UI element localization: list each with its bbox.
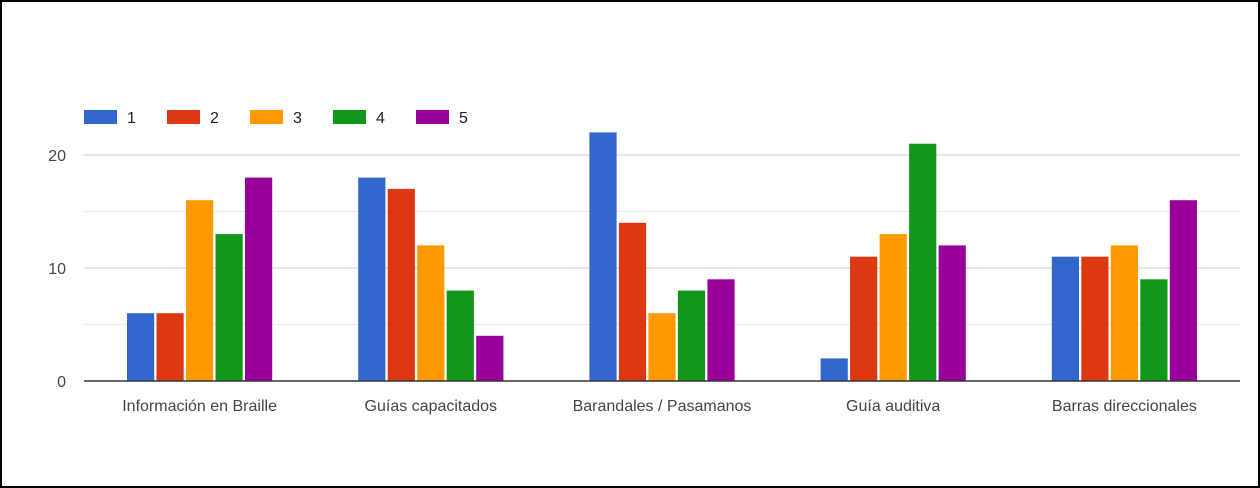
legend-label-4: 4 — [376, 110, 385, 127]
bar-series-2-2 — [387, 188, 415, 381]
x-tick-label: Barandales / Pasamanos — [573, 398, 752, 415]
bar-series-1-2 — [358, 177, 386, 381]
legend-label-1: 1 — [127, 110, 136, 127]
bar-series-3-3 — [648, 313, 676, 381]
y-axis-ticks: 0 10 20 — [48, 148, 66, 391]
bar-series-5-5 — [1169, 200, 1197, 381]
legend-label-2: 2 — [210, 110, 219, 127]
y-tick-label: 0 — [57, 374, 66, 391]
bar-series-3-2 — [417, 245, 445, 381]
legend-swatch-1 — [84, 110, 117, 124]
bar-series-4-1 — [215, 234, 243, 381]
x-tick-label: Guía auditiva — [846, 398, 940, 415]
bar-series-4-4 — [909, 143, 937, 381]
legend-label-5: 5 — [459, 110, 468, 127]
bar-series-5-4 — [938, 245, 966, 381]
bar-series-4-5 — [1140, 279, 1168, 381]
bar-series-1-3 — [589, 132, 617, 381]
y-tick-label: 20 — [48, 148, 66, 165]
bar-series-1-4 — [820, 358, 848, 381]
bar-series-4-2 — [446, 290, 474, 381]
legend-swatch-4 — [333, 110, 366, 124]
bar-series-3-5 — [1110, 245, 1138, 381]
bar-series-3-1 — [186, 200, 214, 381]
bar-series-2-3 — [618, 222, 647, 381]
bar-series-5-2 — [476, 335, 504, 381]
legend-swatch-3 — [250, 110, 283, 124]
x-tick-label: Barras direccionales — [1052, 398, 1197, 415]
bar-series-3-4 — [879, 234, 907, 381]
bar-series-5-3 — [707, 279, 735, 381]
x-tick-label: Información en Braille — [122, 398, 277, 415]
bar-series-1-1 — [127, 313, 155, 381]
legend-swatch-5 — [416, 110, 449, 124]
legend-swatch-2 — [167, 110, 200, 124]
legend-label-3: 3 — [293, 110, 302, 127]
bar-series-5-1 — [245, 177, 273, 381]
x-tick-label: Guías capacitados — [365, 398, 498, 415]
bar-series-2-4 — [850, 256, 878, 381]
bars — [127, 132, 1197, 381]
bar-series-2-1 — [156, 313, 184, 381]
bar-series-1-5 — [1051, 256, 1079, 381]
bar-series-2-5 — [1081, 256, 1109, 381]
x-axis-labels: Información en Braille Guías capacitados B… — [122, 398, 1197, 415]
legend: 1 2 3 4 5 — [84, 110, 468, 127]
bar-series-4-3 — [677, 290, 706, 381]
y-tick-label: 10 — [48, 261, 66, 278]
